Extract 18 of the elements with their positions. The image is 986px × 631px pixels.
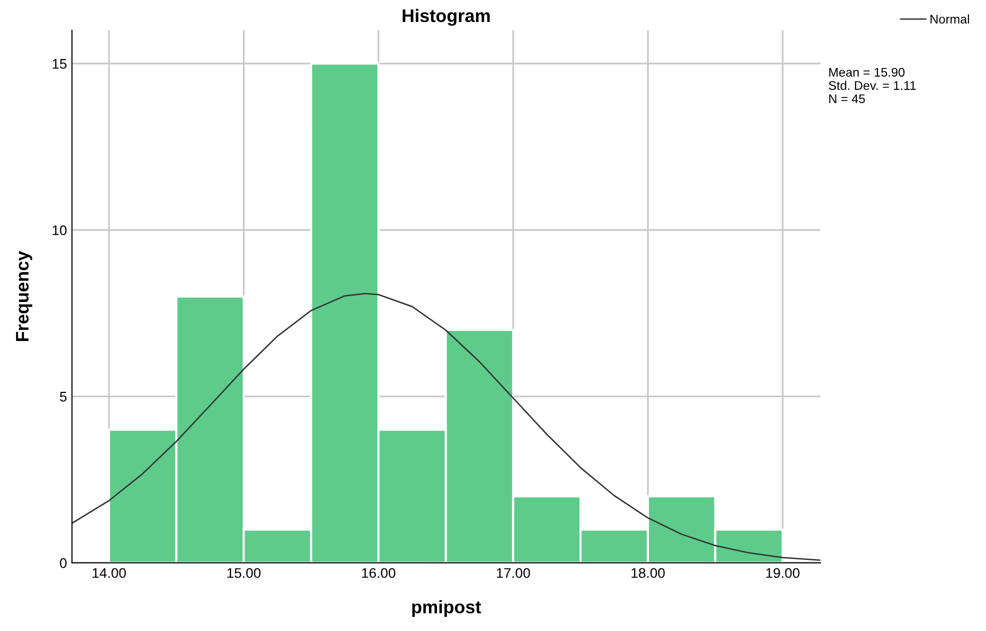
text: N = 45 bbox=[829, 94, 865, 104]
y-tick-label: 15 bbox=[52, 59, 67, 69]
text: Std. Dev. = 1.11 bbox=[828, 80, 916, 90]
x-tick-label: 19.00 bbox=[766, 568, 800, 578]
x-tick-label: 15.00 bbox=[227, 568, 261, 578]
y-tick-label: 0 bbox=[60, 558, 67, 568]
text: Mean = 15.90 bbox=[829, 68, 905, 77]
y-tick-label: 5 bbox=[60, 392, 67, 402]
x-tick-label: 16.00 bbox=[362, 568, 396, 578]
x-tick-label: 18.00 bbox=[632, 568, 665, 578]
x-tick-label: 17.00 bbox=[496, 568, 530, 578]
y-axis-title: Frequency bbox=[16, 251, 32, 342]
chart-title: Histogram bbox=[402, 8, 490, 26]
legend-label: Normal bbox=[930, 14, 969, 24]
line-series bbox=[72, 292, 820, 561]
x-tick-label: 14.00 bbox=[92, 568, 126, 578]
x-axis-title: pmipost bbox=[412, 600, 482, 617]
y-tick-label: 10 bbox=[52, 225, 67, 236]
